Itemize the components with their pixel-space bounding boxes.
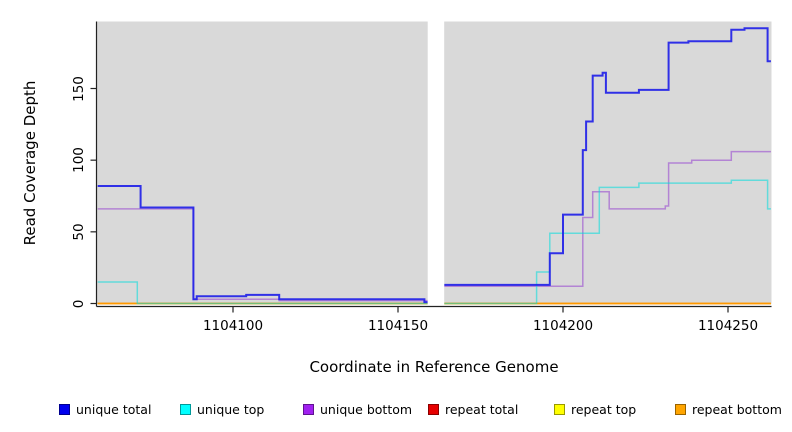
repeat-total-swatch-icon bbox=[428, 404, 439, 415]
legend-label: repeat top bbox=[571, 402, 637, 417]
x-tick-label: 1104100 bbox=[202, 318, 264, 334]
series-unique-total bbox=[97, 185, 428, 304]
y-tick-label: 0 bbox=[71, 299, 87, 308]
x-tick-label: 1104150 bbox=[367, 318, 429, 334]
unique-bottom-swatch-icon bbox=[303, 404, 314, 415]
unique-top-swatch-icon bbox=[180, 404, 191, 415]
y-tick-label: 50 bbox=[71, 223, 87, 241]
series-unique-bottom bbox=[97, 208, 428, 302]
series-unique-bottom bbox=[444, 150, 771, 288]
series-unique-top bbox=[97, 281, 428, 305]
legend-label: unique top bbox=[197, 402, 265, 417]
y-tick-label: 100 bbox=[71, 147, 87, 174]
legend-label: repeat total bbox=[445, 402, 519, 417]
unique-total-swatch-icon bbox=[59, 404, 70, 415]
y-tick-label: 150 bbox=[71, 75, 87, 102]
repeat-bottom-swatch-icon bbox=[675, 404, 686, 415]
series-unique-top bbox=[444, 179, 771, 305]
no-data-gap-band bbox=[427, 21, 445, 305]
x-axis-title: Coordinate in Reference Genome bbox=[309, 358, 559, 376]
legend-label: unique bottom bbox=[320, 402, 413, 417]
series-unique-total bbox=[444, 27, 771, 286]
y-axis-title: Read Coverage Depth bbox=[21, 80, 39, 246]
legend-label: unique total bbox=[76, 402, 152, 417]
x-tick-label: 1104250 bbox=[697, 318, 759, 334]
legend-label: repeat bottom bbox=[692, 402, 782, 417]
repeat-top-swatch-icon bbox=[554, 404, 565, 415]
x-tick-label: 1104200 bbox=[532, 318, 594, 334]
